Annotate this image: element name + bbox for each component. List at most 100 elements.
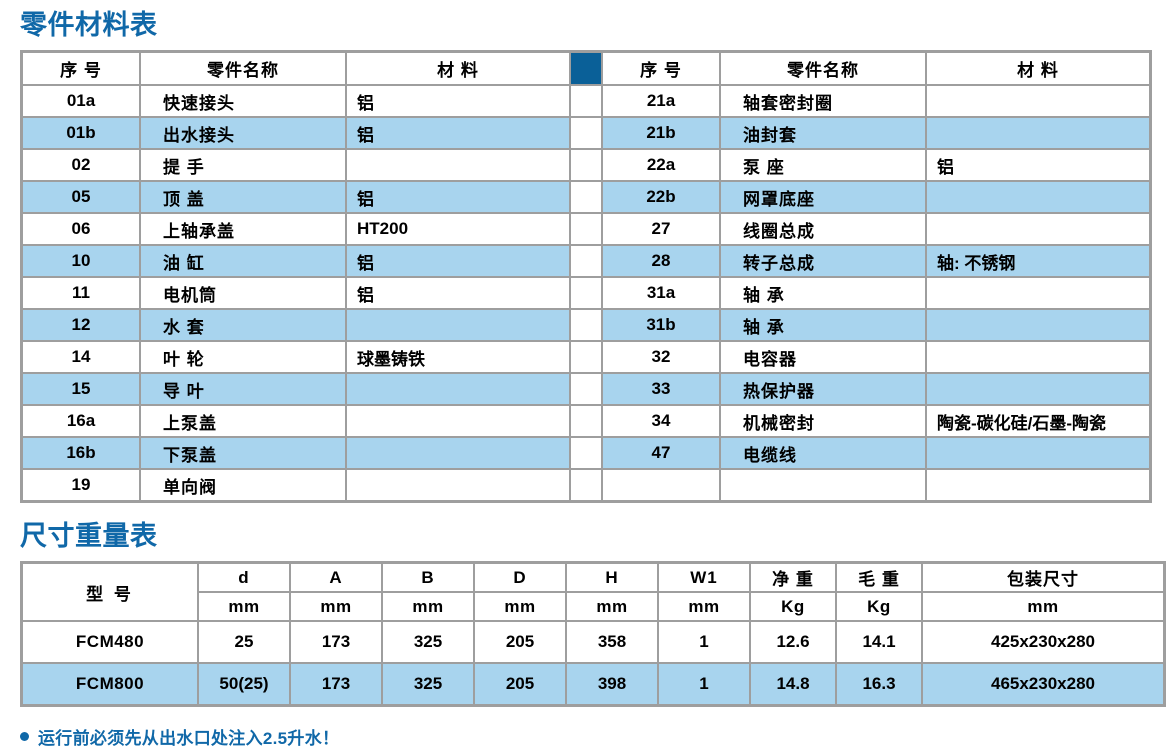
dims-header-7-unit: Kg xyxy=(751,593,835,620)
parts-cell-material: 陶瓷-碳化硅/石墨-陶瓷 xyxy=(927,406,1149,436)
parts-header-no: 序 号 xyxy=(23,53,139,84)
parts-cell-name: 下泵盖 xyxy=(141,438,345,468)
bullet-dot-icon xyxy=(20,732,29,741)
parts-row-spacer xyxy=(571,86,601,116)
dims-cell-value: 325 xyxy=(383,664,473,704)
parts-cell-material: 铝 xyxy=(927,150,1149,180)
parts-cell-material xyxy=(927,278,1149,308)
parts-header-name: 零件名称 xyxy=(721,53,925,84)
dims-header-3-label: B xyxy=(383,564,473,591)
dims-cell-value: 465x230x280 xyxy=(923,664,1163,704)
table-row: 06 上轴承盖 HT200 27 线圈总成 xyxy=(23,214,1149,244)
parts-cell-name: 线圈总成 xyxy=(721,214,925,244)
parts-row-spacer xyxy=(571,374,601,404)
dims-cell-value: 173 xyxy=(291,664,381,704)
parts-cell-material: 铝 xyxy=(347,182,569,212)
parts-cell-material: 铝 xyxy=(347,246,569,276)
dims-header-5-label: H xyxy=(567,564,657,591)
parts-cell-no: 22b xyxy=(603,182,719,212)
parts-row-spacer xyxy=(571,214,601,244)
parts-cell-no: 11 xyxy=(23,278,139,308)
parts-cell-no: 06 xyxy=(23,214,139,244)
parts-cell-material: 球墨铸铁 xyxy=(347,342,569,372)
parts-cell-name: 油封套 xyxy=(721,118,925,148)
parts-row-spacer xyxy=(571,182,601,212)
parts-title-container: 零件材料表 xyxy=(20,0,1152,50)
dims-cell-value: 205 xyxy=(475,664,565,704)
parts-cell-no: 47 xyxy=(603,438,719,468)
dims-header-1-label: d xyxy=(199,564,289,591)
parts-row-spacer xyxy=(571,310,601,340)
dimension-weight-table: 型 号 d A B D H W1 净 重毛 重包装尺寸 mm mm mm mm mm mm Kg Kg mm FC… xyxy=(20,561,1166,707)
dims-header-8-label: 毛 重 xyxy=(837,564,921,591)
dims-header-row-labels: 型 号 d A B D H W1 净 重毛 重包装尺寸 xyxy=(23,564,1163,620)
dims-header-5-unit: mm xyxy=(567,593,657,620)
parts-cell-no: 31b xyxy=(603,310,719,340)
parts-cell-no: 05 xyxy=(23,182,139,212)
dims-header-4-label: D xyxy=(475,564,565,591)
parts-cell-no: 21b xyxy=(603,118,719,148)
parts-cell-material xyxy=(927,438,1149,468)
dims-header-9-label: 包装尺寸 xyxy=(923,564,1163,591)
parts-cell-no: 31a xyxy=(603,278,719,308)
parts-cell-material: HT200 xyxy=(347,214,569,244)
dims-header-6-unit: mm xyxy=(659,593,749,620)
parts-cell-no: 02 xyxy=(23,150,139,180)
dims-cell-value: 14.8 xyxy=(751,664,835,704)
dims-title-container: 尺寸重量表 xyxy=(20,503,1152,561)
parts-cell-no: 28 xyxy=(603,246,719,276)
parts-cell-name: 轴 承 xyxy=(721,310,925,340)
dims-header-2-label: A xyxy=(291,564,381,591)
parts-cell-no: 21a xyxy=(603,86,719,116)
parts-section-title: 零件材料表 xyxy=(20,10,158,40)
parts-cell-name: 电容器 xyxy=(721,342,925,372)
parts-header-name: 零件名称 xyxy=(141,53,345,84)
parts-cell-material xyxy=(927,342,1149,372)
parts-cell-name: 轴 承 xyxy=(721,278,925,308)
parts-cell-name: 电缆线 xyxy=(721,438,925,468)
dims-header-row-units: mm mm mm mm mm mm Kg Kg mm xyxy=(23,593,1163,620)
parts-cell-material xyxy=(347,310,569,340)
parts-cell-name: 单向阀 xyxy=(141,470,345,500)
parts-cell-name: 提 手 xyxy=(141,150,345,180)
parts-cell-no: 12 xyxy=(23,310,139,340)
parts-cell-name: 上泵盖 xyxy=(141,406,345,436)
dims-cell-model: FCM800 xyxy=(23,664,197,704)
parts-cell-material xyxy=(927,470,1149,500)
table-row: 01b 出水接头铝 21b 油封套 xyxy=(23,118,1149,148)
table-row: 12 水 套 31b 轴 承 xyxy=(23,310,1149,340)
dims-cell-model: FCM480 xyxy=(23,622,197,662)
parts-cell-material xyxy=(927,118,1149,148)
dims-cell-value: 14.1 xyxy=(837,622,921,662)
parts-cell-material xyxy=(927,86,1149,116)
parts-row-spacer xyxy=(571,150,601,180)
parts-cell-name: 快速接头 xyxy=(141,86,345,116)
dims-cell-value: 205 xyxy=(475,622,565,662)
parts-cell-no: 16b xyxy=(23,438,139,468)
parts-header-material: 材 料 xyxy=(347,53,569,84)
parts-header-no: 序 号 xyxy=(603,53,719,84)
table-row: 02 提 手 22a 泵 座铝 xyxy=(23,150,1149,180)
parts-cell-no: 15 xyxy=(23,374,139,404)
parts-row-spacer xyxy=(571,246,601,276)
table-row: 16b 下泵盖 47 电缆线 xyxy=(23,438,1149,468)
parts-cell-no: 34 xyxy=(603,406,719,436)
table-row: 19 单向阀 xyxy=(23,470,1149,500)
dims-cell-value: 425x230x280 xyxy=(923,622,1163,662)
parts-cell-name: 网罩底座 xyxy=(721,182,925,212)
table-row: 05 顶 盖铝 22b 网罩底座 xyxy=(23,182,1149,212)
parts-cell-name: 电机筒 xyxy=(141,278,345,308)
parts-cell-name: 转子总成 xyxy=(721,246,925,276)
dims-cell-value: 325 xyxy=(383,622,473,662)
parts-cell-no: 32 xyxy=(603,342,719,372)
table-row: FCM800 50(25) 173 325 205 398 1 14.8 16.3 465x230… xyxy=(23,664,1163,704)
dims-cell-value: 25 xyxy=(199,622,289,662)
parts-cell-material xyxy=(927,214,1149,244)
parts-cell-no: 10 xyxy=(23,246,139,276)
dims-header-9-unit: mm xyxy=(923,593,1163,620)
parts-cell-name: 导 叶 xyxy=(141,374,345,404)
table-row: 14 叶 轮球墨铸铁 32 电容器 xyxy=(23,342,1149,372)
parts-cell-material: 铝 xyxy=(347,86,569,116)
parts-cell-material: 铝 xyxy=(347,278,569,308)
